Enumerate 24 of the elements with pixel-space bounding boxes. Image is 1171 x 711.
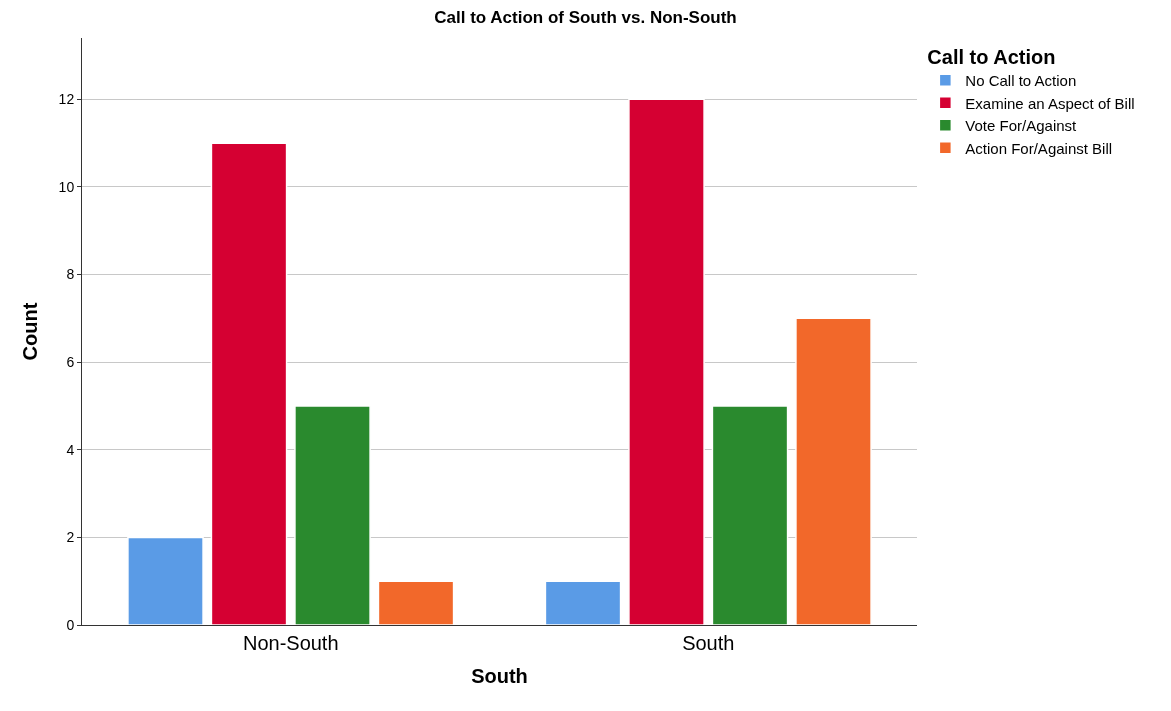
legend-label: No Call to Action xyxy=(965,72,1077,90)
y-tick-label: 12 xyxy=(58,91,75,108)
y-tick-label: 0 xyxy=(66,616,75,633)
bar xyxy=(544,580,622,625)
y-tick-label: 4 xyxy=(66,441,75,458)
legend-label: Action For/Against Bill xyxy=(965,139,1113,157)
bar xyxy=(711,405,789,625)
x-axis-title: South xyxy=(471,664,528,687)
legend-label: Examine an Aspect of Bill xyxy=(965,94,1135,112)
y-tick-label: 6 xyxy=(66,354,75,371)
x-tick-label: Non-South xyxy=(242,632,339,654)
y-axis-title: Count xyxy=(19,302,42,361)
y-tick-label: 10 xyxy=(58,178,75,195)
legend-label: Vote For/Against xyxy=(965,117,1078,135)
bar xyxy=(377,580,455,625)
legend-title: Call to Action xyxy=(927,46,1056,68)
chart-title: Call to Action of South vs. Non-South xyxy=(434,7,737,27)
y-tick-label: 8 xyxy=(66,266,75,283)
bar xyxy=(628,98,705,625)
bar xyxy=(795,317,872,625)
bar xyxy=(294,405,371,625)
bar xyxy=(210,142,288,625)
y-tick-label: 2 xyxy=(66,529,75,546)
bar xyxy=(127,536,204,625)
